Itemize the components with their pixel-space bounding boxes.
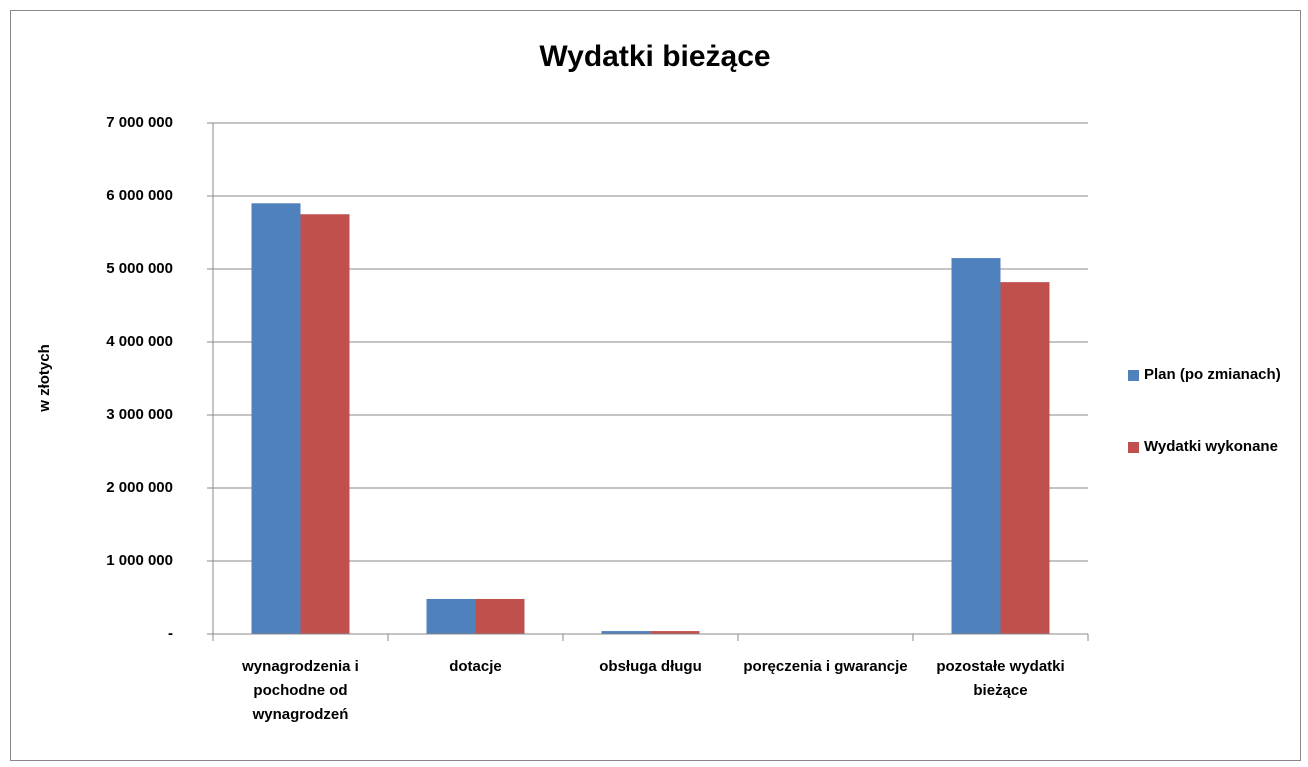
y-tick-label: 4 000 000 [106, 333, 173, 350]
bar [475, 598, 525, 634]
x-tick-label-box: poręczenia i gwarancje [743, 658, 908, 675]
legend-label: Wydatki wykonane [1144, 438, 1278, 455]
bar [951, 258, 1001, 634]
y-tick-label: 1 000 000 [106, 552, 173, 569]
legend-label: Plan (po zmianach) [1144, 366, 1281, 383]
y-tick-label: 6 000 000 [106, 187, 173, 204]
y-tick-label: 5 000 000 [106, 260, 173, 277]
x-tick-label: wynagrodzenia i pochodne od wynagrodzeń [242, 658, 359, 723]
y-tick-label: 3 000 000 [106, 406, 173, 423]
bar [426, 598, 476, 634]
x-tick-label-box: obsługa długu [599, 658, 702, 675]
x-tick-label: pozostałe wydatki bieżące [936, 658, 1065, 699]
x-tick-label: dotacje [449, 658, 502, 675]
bar [650, 631, 700, 634]
legend-swatch [1128, 370, 1139, 381]
x-tick-label-box: pozostałe wydatki bieżące [936, 658, 1065, 699]
y-axis-label: w złotych [36, 344, 53, 413]
x-tick-label: poręczenia i gwarancje [743, 658, 908, 675]
bar [300, 214, 350, 634]
chart-border [10, 10, 1301, 761]
legend-label-box: Wydatki wykonane [1144, 438, 1278, 455]
y-tick-label: - [168, 625, 173, 642]
x-tick-label: obsługa długu [599, 658, 702, 675]
bar [601, 631, 651, 634]
bar [251, 203, 301, 635]
x-tick-label-box: dotacje [449, 658, 502, 675]
chart-title: Wydatki bieżące [539, 40, 770, 73]
y-tick-label: 7 000 000 [106, 114, 173, 131]
legend-label-box: Plan (po zmianach) [1144, 366, 1281, 383]
legend-swatch [1128, 442, 1139, 453]
x-tick-label-box: wynagrodzenia i pochodne od wynagrodzeń [242, 658, 359, 723]
y-tick-label: 2 000 000 [106, 479, 173, 496]
bar [1000, 282, 1050, 634]
